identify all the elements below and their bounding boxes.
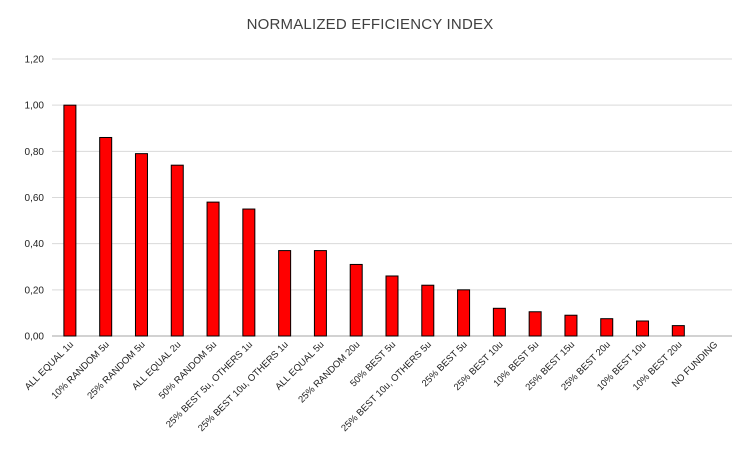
bar <box>242 208 256 337</box>
y-tick-label: 0,80 <box>25 147 45 158</box>
bar <box>528 311 542 337</box>
x-tick-label: 25% RANDOM 20u <box>296 339 362 405</box>
y-tick-label: 1,00 <box>25 101 45 112</box>
bar <box>206 201 220 337</box>
chart-title: NORMALIZED EFFICIENCY INDEX <box>246 16 494 33</box>
bar <box>564 314 578 337</box>
y-tick-label: 0,40 <box>25 239 45 250</box>
bar <box>278 250 292 337</box>
bar <box>99 136 113 337</box>
bar <box>600 318 614 337</box>
y-tick-label: 0,20 <box>25 285 45 296</box>
bar <box>170 164 184 337</box>
y-tick-label: 0,60 <box>25 193 45 204</box>
y-tick-label: 1,20 <box>25 55 45 66</box>
bar <box>671 325 685 337</box>
bars <box>63 104 685 337</box>
bar <box>134 153 148 337</box>
bar <box>636 320 650 337</box>
bar <box>349 263 363 337</box>
bar <box>492 307 506 337</box>
y-tick-label: 0,00 <box>25 332 45 343</box>
bar <box>385 275 399 337</box>
bar <box>457 289 471 337</box>
bar <box>421 284 435 337</box>
bar <box>313 250 327 337</box>
bar <box>63 104 77 337</box>
y-axis: 0,00 0,20 0,40 0,60 0,80 1,00 1,20 <box>25 55 45 343</box>
